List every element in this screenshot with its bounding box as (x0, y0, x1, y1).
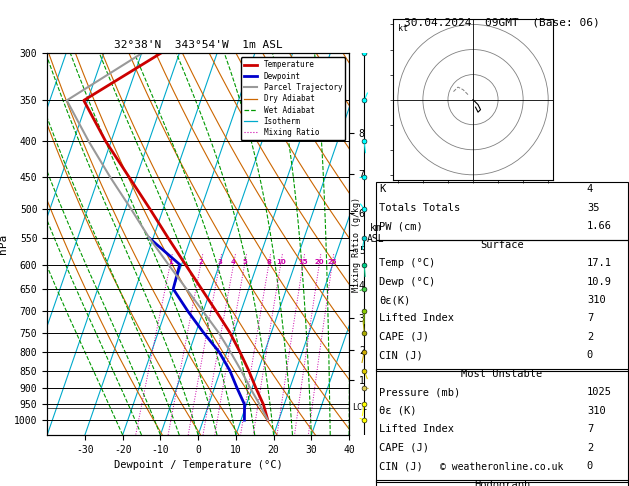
Text: 1: 1 (168, 259, 172, 264)
Text: CIN (J): CIN (J) (379, 461, 423, 471)
Text: 1025: 1025 (587, 387, 612, 398)
Text: Most Unstable: Most Unstable (461, 369, 543, 379)
Text: 7: 7 (587, 313, 593, 324)
Text: Mixing Ratio (g/kg): Mixing Ratio (g/kg) (352, 197, 361, 292)
Text: 3: 3 (217, 259, 222, 264)
Text: 2: 2 (587, 443, 593, 453)
Text: 4: 4 (587, 184, 593, 194)
Text: 5: 5 (242, 259, 247, 264)
Text: 10.9: 10.9 (587, 277, 612, 287)
Text: CAPE (J): CAPE (J) (379, 332, 429, 342)
Text: 25: 25 (327, 259, 337, 264)
Text: 15: 15 (298, 259, 308, 264)
Text: Dewp (°C): Dewp (°C) (379, 277, 435, 287)
Text: kt: kt (398, 24, 408, 34)
Text: LCL: LCL (352, 403, 367, 412)
Text: 0: 0 (587, 350, 593, 361)
Text: Hodograph: Hodograph (474, 480, 530, 486)
Text: 2: 2 (198, 259, 203, 264)
Text: 8: 8 (266, 259, 271, 264)
Text: Totals Totals: Totals Totals (379, 203, 460, 213)
Text: 20: 20 (314, 259, 324, 264)
Y-axis label: km
ASL: km ASL (367, 223, 384, 244)
Text: © weatheronline.co.uk: © weatheronline.co.uk (440, 462, 564, 472)
Text: 10: 10 (276, 259, 286, 264)
Text: PW (cm): PW (cm) (379, 221, 423, 231)
Text: 35: 35 (587, 203, 599, 213)
Text: θε (K): θε (K) (379, 406, 417, 416)
Text: 310: 310 (587, 406, 606, 416)
Text: θε(K): θε(K) (379, 295, 411, 305)
Text: 30.04.2024  09GMT  (Base: 06): 30.04.2024 09GMT (Base: 06) (404, 17, 600, 27)
Text: 310: 310 (587, 295, 606, 305)
Title: 32°38'N  343°54'W  1m ASL: 32°38'N 343°54'W 1m ASL (114, 40, 282, 50)
Text: 0: 0 (587, 461, 593, 471)
Text: Temp (°C): Temp (°C) (379, 258, 435, 268)
X-axis label: Dewpoint / Temperature (°C): Dewpoint / Temperature (°C) (114, 460, 282, 470)
Y-axis label: hPa: hPa (0, 234, 8, 254)
Text: CAPE (J): CAPE (J) (379, 443, 429, 453)
Text: K: K (379, 184, 386, 194)
Legend: Temperature, Dewpoint, Parcel Trajectory, Dry Adiabat, Wet Adiabat, Isotherm, Mi: Temperature, Dewpoint, Parcel Trajectory… (241, 57, 345, 140)
Text: 1.66: 1.66 (587, 221, 612, 231)
Text: CIN (J): CIN (J) (379, 350, 423, 361)
Text: 7: 7 (587, 424, 593, 434)
Text: 2: 2 (587, 332, 593, 342)
Text: Surface: Surface (480, 240, 524, 250)
Text: Pressure (mb): Pressure (mb) (379, 387, 460, 398)
Text: 4: 4 (231, 259, 236, 264)
Text: 17.1: 17.1 (587, 258, 612, 268)
Text: Lifted Index: Lifted Index (379, 424, 454, 434)
Text: Lifted Index: Lifted Index (379, 313, 454, 324)
